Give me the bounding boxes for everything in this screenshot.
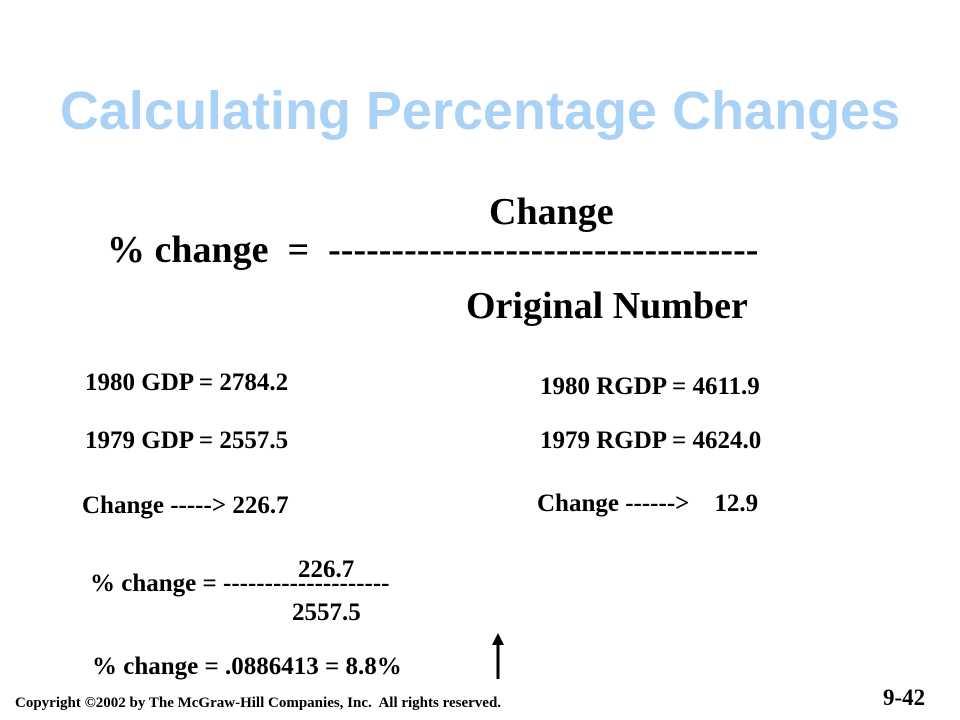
calc-result: % change = .0886413 = 8.8%: [92, 653, 402, 680]
gdp-change: Change -----> 226.7: [82, 492, 289, 519]
rgdp-change: Change ------> 12.9: [537, 490, 759, 517]
copyright-notice: Copyright ©2002 by The McGraw-Hill Compa…: [15, 695, 502, 711]
calc-denominator: 2557.5: [292, 599, 361, 626]
up-arrow-icon: [492, 633, 504, 679]
formula-numerator: Change: [489, 191, 614, 233]
calc-numerator: 226.7: [298, 556, 355, 583]
rgdp-1979: 1979 RGDP = 4624.0: [540, 427, 762, 454]
calc-lhs: % change = --------------------: [90, 570, 390, 597]
formula-denominator: Original Number: [466, 285, 748, 327]
gdp-1979: 1979 GDP = 2557.5: [85, 427, 289, 454]
gdp-1980: 1980 GDP = 2784.2: [85, 369, 289, 396]
formula-lhs: % change = -----------------------------…: [107, 229, 759, 271]
slide-number: 9-42: [883, 685, 926, 710]
slide-title: Calculating Percentage Changes: [59, 81, 901, 141]
rgdp-1980: 1980 RGDP = 4611.9: [540, 373, 760, 400]
